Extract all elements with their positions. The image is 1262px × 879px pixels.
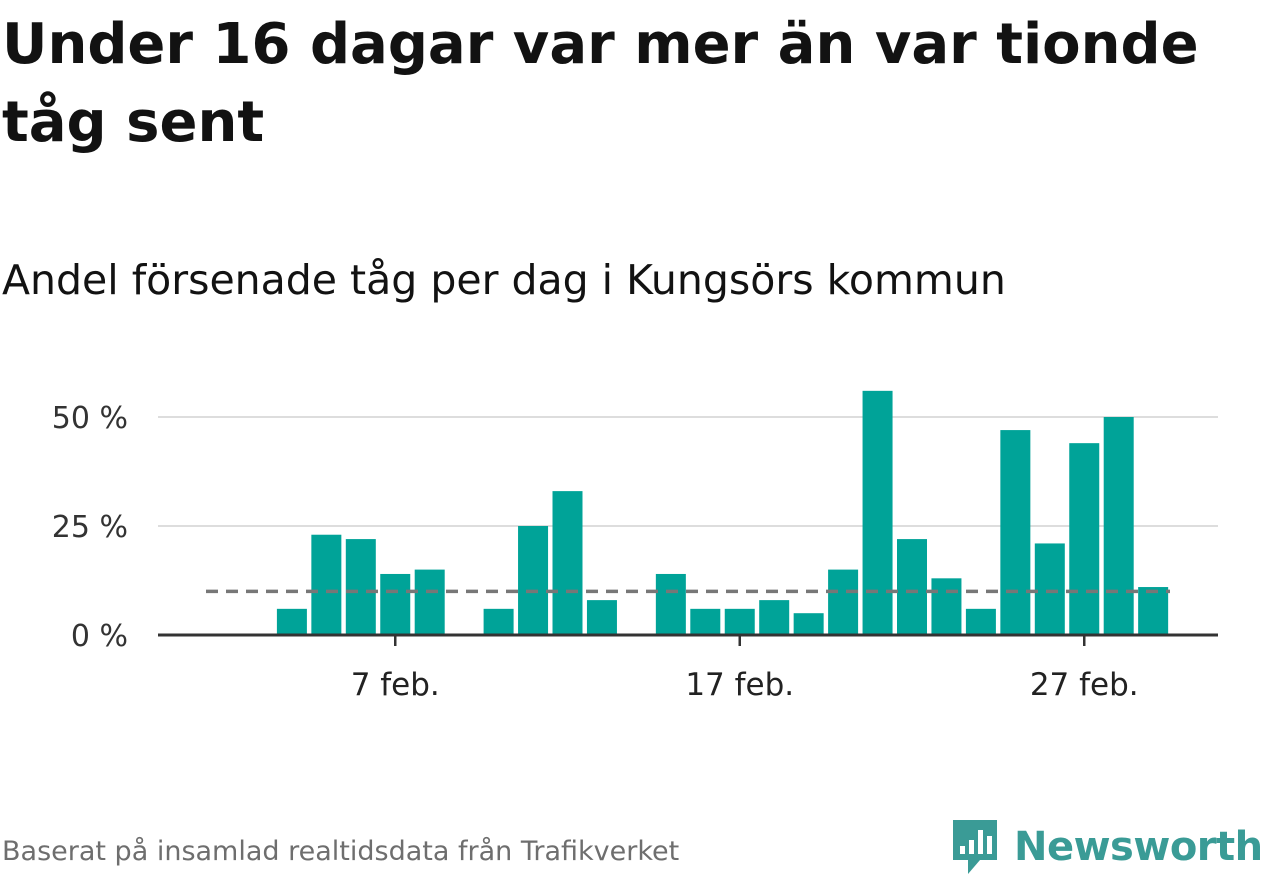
bar [1000, 430, 1031, 635]
bar [518, 526, 549, 635]
x-axis-ticks: 7 feb. 17 feb. 27 feb. [351, 635, 1139, 703]
bar [1103, 417, 1134, 635]
chart-title: Under 16 dagar var mer än var tionde tåg… [2, 12, 1199, 155]
bar [1069, 443, 1100, 635]
bar [483, 608, 514, 635]
bar [793, 613, 824, 635]
bar [724, 608, 755, 635]
bar [586, 600, 617, 635]
bar [828, 569, 859, 635]
newsworthy-logo-icon [953, 820, 997, 874]
x-tick-label: 27 feb. [1030, 667, 1139, 703]
y-axis-ticks: 0 % 25 % 50 % [52, 401, 128, 654]
bar [862, 390, 893, 635]
bar [655, 573, 686, 635]
bar [345, 539, 376, 635]
bar [1034, 543, 1065, 635]
y-tick-label: 0 % [71, 619, 128, 654]
chart-subtitle: Andel försenade tåg per dag i Kungsörs k… [2, 256, 1006, 304]
bars [276, 390, 1169, 635]
source-note: Baserat på insamlad realtidsdata från Tr… [2, 836, 680, 867]
bar [380, 573, 411, 635]
bar-chart: 0 % 25 % 50 % 7 feb. 17 feb. 27 feb. [52, 390, 1218, 703]
x-tick-label: 17 feb. [685, 667, 794, 703]
brand-name: Newsworthy [1014, 824, 1262, 870]
bar [276, 608, 307, 635]
bar [897, 539, 927, 635]
bar [1138, 587, 1169, 635]
gridlines [158, 416, 1218, 527]
bar [552, 491, 583, 635]
bar [965, 608, 996, 635]
bar [759, 600, 790, 635]
x-tick-label: 7 feb. [351, 667, 440, 703]
bar [931, 578, 962, 635]
y-tick-label: 25 % [52, 510, 128, 545]
bar [311, 534, 342, 635]
brand-logo: Newsworthy [950, 816, 1262, 878]
y-tick-label: 50 % [52, 401, 128, 436]
bar [414, 569, 445, 635]
bar [690, 608, 721, 635]
